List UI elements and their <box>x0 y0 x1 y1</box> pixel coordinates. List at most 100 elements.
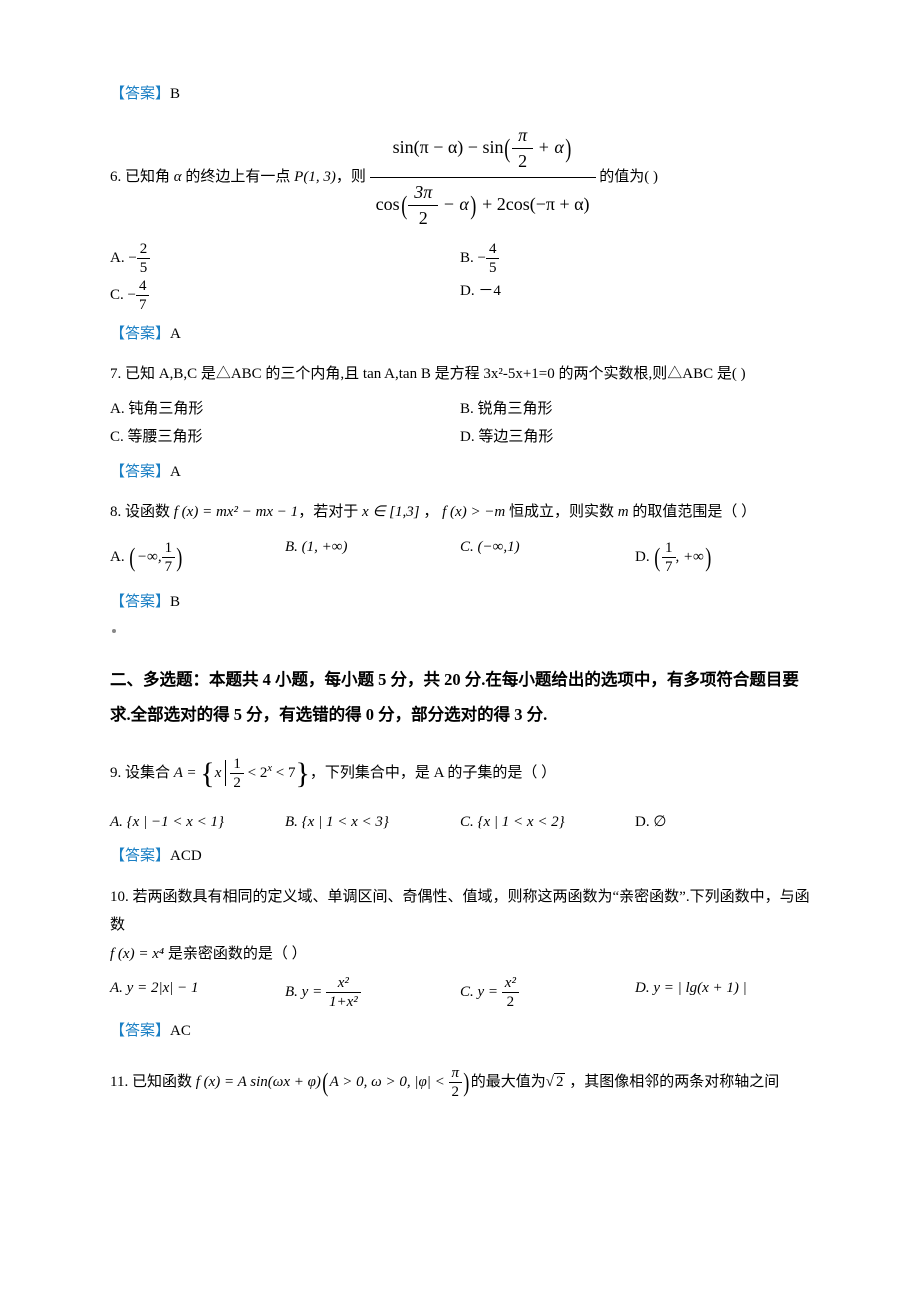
q7-options: A. 钝角三角形 B. 锐角三角形 C. 等腰三角形 D. 等边三角形 <box>110 395 810 452</box>
q6-text-b: 的终边上有一点 <box>182 169 295 185</box>
q10-options: A. y = 2|x| − 1 B. y = x²1+x² C. y = x²2… <box>110 974 810 1011</box>
q10-a: 10. 若两函数具有相同的定义域、单调区间、奇偶性、值域，则称这两函数为“亲密函… <box>110 883 810 940</box>
q8-answer: 【答案】B <box>110 588 810 617</box>
q10-opt-d: D. y = | lg(x + 1) | <box>635 974 810 1011</box>
q9-Aeq: A = <box>174 764 201 780</box>
q8-answer-letter: B <box>170 594 180 610</box>
q8-b: ，若对于 <box>298 504 362 520</box>
q10-c-d: 2 <box>502 993 519 1011</box>
q8-d: 恒成立，则实数 <box>505 504 618 520</box>
q9-opt-a: A. {x | −1 < x < 1} <box>110 808 285 837</box>
q8-c: ， <box>420 504 439 520</box>
q8-a-pre: A. <box>110 549 128 565</box>
q5-answer-letter: B <box>170 86 180 102</box>
q5-answer: 【答案】B <box>110 80 810 109</box>
q6-a-pre: A. − <box>110 250 137 266</box>
q6-a-n: 2 <box>137 240 151 259</box>
q6-text-c: ，则 <box>336 169 370 185</box>
q9-ln: 1 <box>230 755 244 774</box>
q11-stem: 11. 已知函数 f (x) = A sin(ωx + φ)(A > 0, ω … <box>110 1058 810 1107</box>
q10-opt-b: B. y = x²1+x² <box>285 974 460 1011</box>
q6-point: P(1, 3) <box>294 169 336 185</box>
q6-opt-c: C. −47 <box>110 277 460 314</box>
q6-a-d: 5 <box>137 259 151 277</box>
q6-alpha: α <box>174 169 182 185</box>
q8-d-hi: , +∞ <box>676 549 704 565</box>
q6-text-a: 6. 已知角 <box>110 169 174 185</box>
q10-opt-a: A. y = 2|x| − 1 <box>110 974 285 1011</box>
answer-label: 【答案】 <box>110 326 170 342</box>
brace-l-icon <box>200 764 214 780</box>
q8-opt-b: B. (1, +∞) <box>285 533 460 582</box>
brace-r-icon <box>295 764 309 780</box>
q10-b-d: 1+x² <box>326 993 361 1011</box>
q6-den-r: + 2cos(−π + α) <box>478 194 590 214</box>
q11-cond: A > 0, ω > 0, |φ| < <box>330 1074 449 1090</box>
q8-d-d: 7 <box>662 558 676 576</box>
answer-label: 【答案】 <box>110 1023 170 1039</box>
q7-answer: 【答案】A <box>110 458 810 487</box>
separator-dot <box>112 629 116 633</box>
q6-den-l: cos <box>376 194 400 214</box>
answer-label: 【答案】 <box>110 848 170 864</box>
q7-answer-letter: A <box>170 464 181 480</box>
q6-stem: 6. 已知角 α 的终边上有一点 P(1, 3)，则 sin(π − α) − … <box>110 121 810 234</box>
q11-2: 2 <box>449 1083 463 1101</box>
q6-num-pi: π <box>512 123 533 150</box>
set-divider <box>225 760 226 786</box>
q6-text-d: 的值为( ) <box>599 169 658 185</box>
q9-a: 9. 设集合 <box>110 764 174 780</box>
q7-opt-d: D. 等边三角形 <box>460 423 810 452</box>
q10-b-pre: B. y = <box>285 984 326 1000</box>
q6-den-3pi: 3π <box>408 180 438 207</box>
q11-sqrt2: 2 <box>554 1073 566 1090</box>
q8-a: 8. 设函数 <box>110 504 174 520</box>
q8-d-n: 1 <box>662 539 676 558</box>
answer-label: 【答案】 <box>110 86 170 102</box>
q10-b-n: x² <box>326 974 361 993</box>
q9-opt-d: D. ∅ <box>635 808 810 837</box>
q10-fx: f (x) = x⁴ <box>110 946 164 962</box>
q6-opt-d: D. －4 <box>460 277 810 314</box>
q8-options: A. (−∞,17) B. (1, +∞) C. (−∞,1) D. (17, … <box>110 533 810 582</box>
q9-mid: < 2 <box>244 764 267 780</box>
q11-pi: π <box>449 1064 463 1083</box>
q8-stem: 8. 设函数 f (x) = mx² − mx − 1，若对于 x ∈ [1,3… <box>110 498 810 527</box>
q9-answer: 【答案】ACD <box>110 842 810 871</box>
q7-opt-c: C. 等腰三角形 <box>110 423 460 452</box>
q10-stem: 10. 若两函数具有相同的定义域、单调区间、奇偶性、值域，则称这两函数为“亲密函… <box>110 883 810 969</box>
q6-options: A. −25 B. −45 C. −47 D. －4 <box>110 240 810 314</box>
q6-num-2: 2 <box>512 149 533 175</box>
q8-a-d: 7 <box>162 558 176 576</box>
q9-options: A. {x | −1 < x < 1} B. {x | 1 < x < 3} C… <box>110 808 810 837</box>
section-2-heading: 二、多选题：本题共 4 小题，每小题 5 分，共 20 分.在每小题给出的选项中… <box>110 663 810 732</box>
q8-d-pre: D. <box>635 549 653 565</box>
q6-opt-a: A. −25 <box>110 240 460 277</box>
q10-answer: 【答案】AC <box>110 1017 810 1046</box>
q9-ld: 2 <box>230 774 244 792</box>
q7-stem: 7. 已知 A,B,C 是△ABC 的三个内角,且 tan A,tan B 是方… <box>110 360 810 389</box>
q6-b-pre: B. − <box>460 250 486 266</box>
q7-opt-a: A. 钝角三角形 <box>110 395 460 424</box>
q6-den-mid: − α <box>438 194 469 214</box>
q6-main-frac: sin(π − α) − sin(π2 + α) cos(3π2 − α) + … <box>370 121 596 234</box>
q10-c-n: x² <box>502 974 519 993</box>
q9-var: x <box>215 764 222 780</box>
q11-b: 的最大值为 <box>471 1074 546 1090</box>
q11-fx: f (x) = A sin(ωx + φ) <box>196 1074 321 1090</box>
q10-opt-c: C. y = x²2 <box>460 974 635 1011</box>
q8-xin: x ∈ [1,3] <box>362 504 420 520</box>
q6-b-d: 5 <box>486 259 500 277</box>
q8-opt-a: A. (−∞,17) <box>110 533 285 582</box>
q8-fx: f (x) = mx² − mx − 1 <box>174 504 298 520</box>
q8-opt-c: C. (−∞,1) <box>460 533 635 582</box>
answer-label: 【答案】 <box>110 464 170 480</box>
q8-fxgt: f (x) > −m <box>438 504 505 520</box>
q8-opt-d: D. (17, +∞) <box>635 533 810 582</box>
q9-opt-c: C. {x | 1 < x < 2} <box>460 808 635 837</box>
q6-opt-b: B. −45 <box>460 240 810 277</box>
q6-num-l: sin(π − α) − sin <box>393 137 504 157</box>
q6-c-d: 7 <box>136 296 150 314</box>
q9-opt-b: B. {x | 1 < x < 3} <box>285 808 460 837</box>
q6-c-n: 4 <box>136 277 150 296</box>
